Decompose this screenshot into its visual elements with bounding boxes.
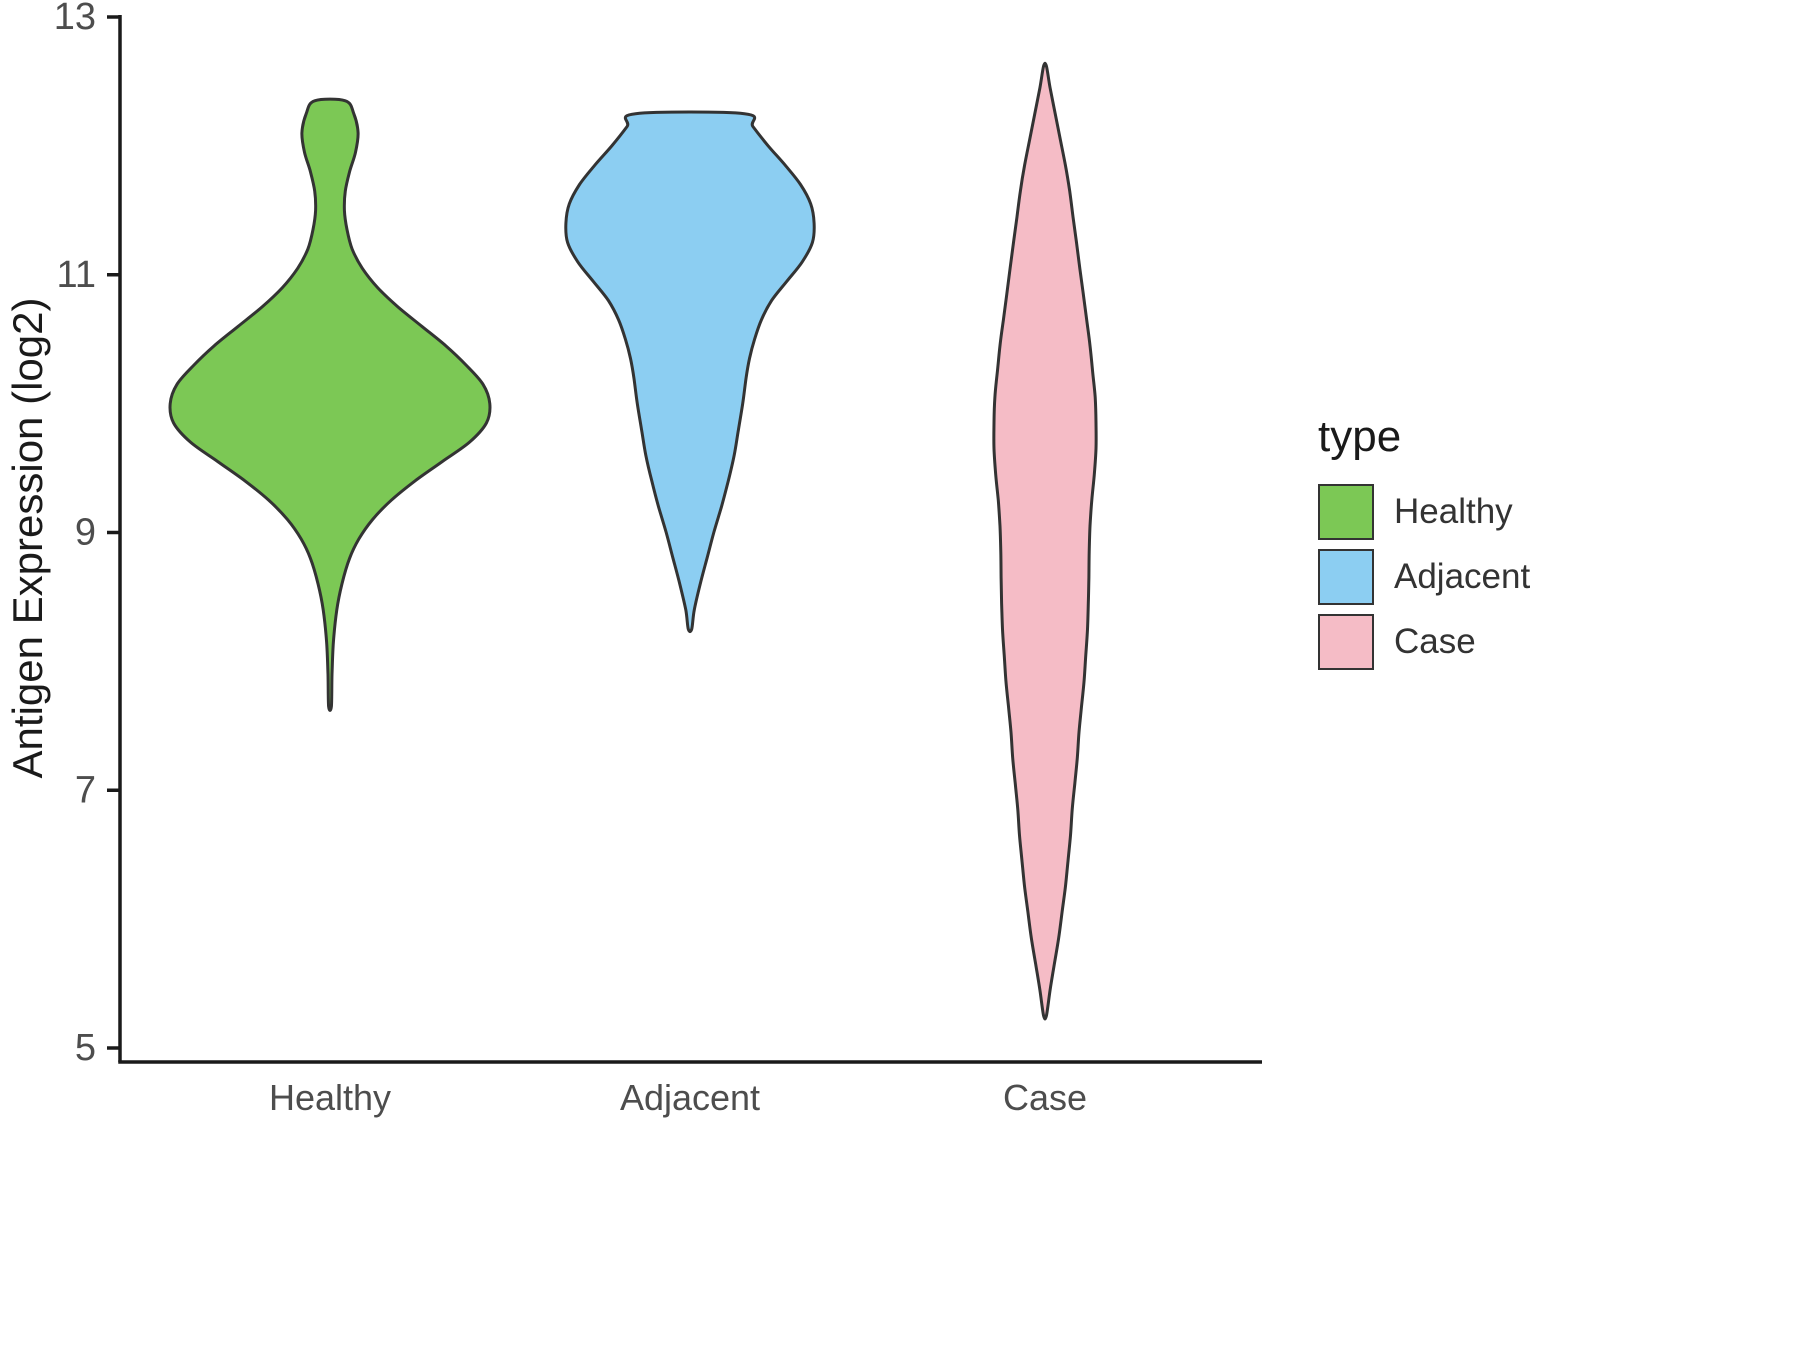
y-axis-title: Antigen Expression (log2) [4, 298, 51, 779]
y-tick-label: 5 [75, 1027, 96, 1069]
legend-entry-label: Healthy [1394, 492, 1513, 531]
legend-swatch-healthy [1318, 484, 1374, 540]
legend-entries: Healthy Adjacent Case [1318, 484, 1530, 670]
violin-adjacent [564, 110, 816, 634]
x-tick-label: Healthy [269, 1077, 391, 1118]
legend-title: type [1318, 412, 1402, 461]
x-tick-label: Case [1003, 1077, 1087, 1118]
legend: type Healthy Adjacent Case [1318, 412, 1530, 679]
violin-case [992, 61, 1098, 1021]
violin-healthy [168, 97, 492, 713]
legend-entry-label: Case [1394, 622, 1476, 661]
y-tick-label: 13 [54, 0, 96, 38]
legend-swatch-case [1318, 614, 1374, 670]
y-tick-label: 9 [75, 512, 96, 554]
legend-swatch-adjacent [1318, 549, 1374, 605]
y-tick-label: 7 [75, 769, 96, 811]
legend-entry-healthy: Healthy [1318, 484, 1530, 540]
legend-entry-case: Case [1318, 614, 1530, 670]
x-tick-label: Adjacent [620, 1077, 760, 1118]
legend-entry-adjacent: Adjacent [1318, 549, 1530, 605]
legend-entry-label: Adjacent [1394, 557, 1531, 596]
y-tick-label: 11 [57, 254, 96, 296]
